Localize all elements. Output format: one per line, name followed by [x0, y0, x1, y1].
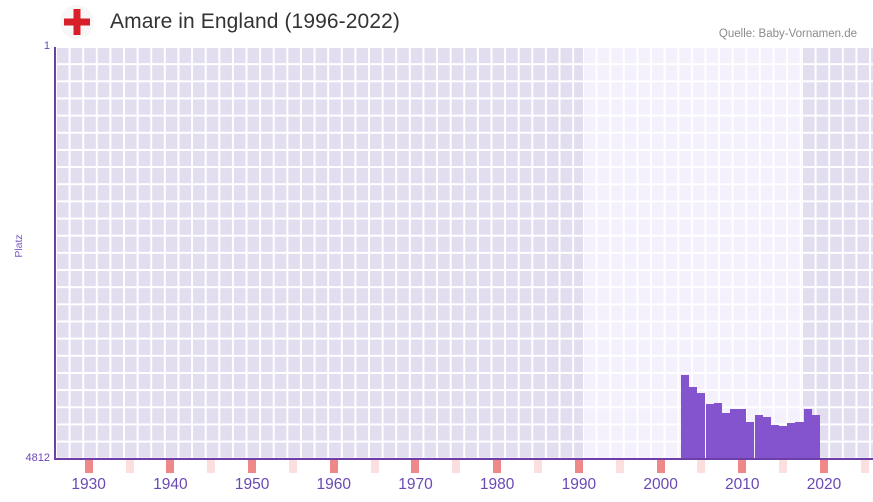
x-tick-label-1960: 1960 — [316, 476, 352, 493]
bar-2019 — [811, 415, 820, 459]
x-tick-label-2010: 2010 — [725, 476, 760, 493]
page-title: Amare in England (1996-2022) — [110, 10, 400, 33]
x-tick-major-2000 — [656, 460, 665, 473]
bar-2006 — [705, 404, 714, 459]
x-tick-major-1940 — [166, 460, 175, 473]
x-tick-minor-1995 — [615, 460, 624, 473]
bar-2005 — [697, 393, 706, 459]
bar-2007 — [713, 403, 722, 459]
x-tick-minor-1945 — [207, 460, 216, 473]
x-tick-minor-2015 — [779, 460, 788, 473]
x-tick-label-2000: 2000 — [643, 476, 678, 493]
bar-2017 — [795, 422, 804, 459]
bar-2004 — [689, 387, 698, 459]
x-tick-minor-1985 — [534, 460, 543, 473]
bar-2011 — [746, 422, 755, 459]
x-tick-minor-2025 — [860, 460, 869, 473]
x-tick-label-1990: 1990 — [561, 476, 597, 493]
x-tick-major-1990 — [574, 460, 583, 473]
x-tick-label-1970: 1970 — [398, 476, 433, 493]
bar-2013 — [762, 417, 771, 459]
x-tick-major-2010 — [738, 460, 747, 473]
x-tick-minor-1965 — [370, 460, 379, 473]
bar-2008 — [721, 413, 730, 459]
x-tick-label-1930: 1930 — [71, 476, 106, 493]
bar-2018 — [803, 409, 812, 459]
x-tick-minor-2005 — [697, 460, 706, 473]
x-tick-minor-1955 — [288, 460, 297, 473]
bar-2015 — [779, 426, 788, 459]
england-flag-icon — [60, 5, 94, 39]
bar-2009 — [730, 409, 739, 459]
x-tick-label-1940: 1940 — [153, 476, 188, 493]
bar-2014 — [770, 425, 779, 459]
y-axis-tick-top: 1 — [43, 40, 50, 52]
x-axis-line — [54, 458, 873, 460]
x-tick-major-2020 — [819, 460, 828, 473]
x-tick-major-1980 — [493, 460, 502, 473]
y-axis-title: Platz — [13, 234, 25, 258]
y-axis-tick-bottom: 4812 — [25, 452, 50, 464]
y-axis-line — [54, 47, 56, 460]
x-tick-minor-1935 — [125, 460, 134, 473]
x-axis-ticks: 1930 1940 1950 1960 1970 1980 1990 2000 2010 2020 — [0, 460, 873, 502]
bar-series — [56, 47, 873, 459]
x-tick-label-2020: 2020 — [806, 476, 842, 493]
source-attribution: Quelle: Baby-Vornamen.de — [718, 28, 857, 40]
x-tick-major-1930 — [84, 460, 93, 473]
x-tick-label-1980: 1980 — [479, 476, 515, 493]
x-tick-major-1970 — [411, 460, 420, 473]
grid-background-left — [56, 47, 583, 459]
x-tick-minor-1975 — [452, 460, 461, 473]
x-tick-major-1960 — [329, 460, 338, 473]
bar-2010 — [738, 409, 747, 459]
bar-2012 — [754, 415, 763, 459]
bar-2016 — [787, 423, 796, 459]
bar-2003 — [681, 375, 690, 459]
grid-background-right — [802, 47, 873, 459]
x-tick-label-1950: 1950 — [234, 476, 270, 493]
chart-plot-area — [56, 47, 873, 459]
x-tick-major-1950 — [248, 460, 257, 473]
chart-header: Amare in England (1996-2022) Quelle: Bab… — [0, 0, 873, 47]
